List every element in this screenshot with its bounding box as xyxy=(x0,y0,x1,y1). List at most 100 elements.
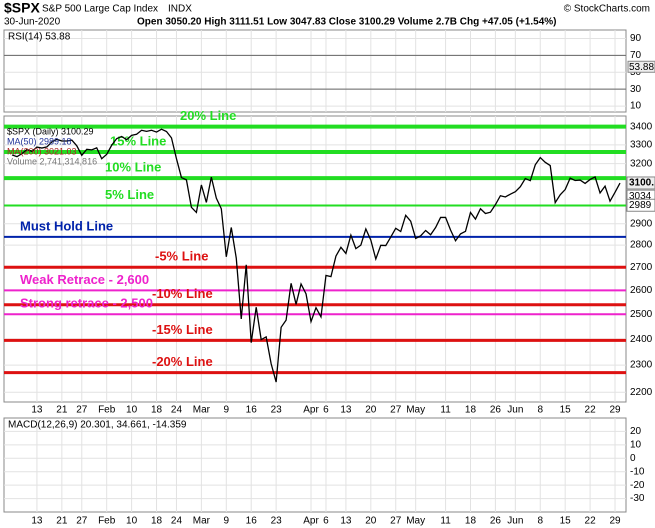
y-tick-label: 3400 xyxy=(630,121,653,132)
x-tick-label: 27 xyxy=(390,405,402,416)
x-tick-label: Feb xyxy=(98,516,116,527)
x-tick-label: 13 xyxy=(31,516,43,527)
x-tick-label: 11 xyxy=(440,405,451,416)
x-tick-label: 10 xyxy=(126,405,138,416)
legend-entry: MA(50) 2989.18 xyxy=(7,136,72,146)
x-tick-label: 16 xyxy=(246,405,258,416)
x-tick-label: 21 xyxy=(56,516,68,527)
level-label: -20% Line xyxy=(152,354,213,369)
x-tick-label: 18 xyxy=(151,516,163,527)
x-tick-label: 21 xyxy=(56,405,68,416)
x-tick-label: 11 xyxy=(440,516,451,527)
y-tick-label: 2200 xyxy=(630,387,653,398)
panel-frame xyxy=(3,115,627,403)
x-tick-label: 13 xyxy=(31,405,43,416)
level-label: 5% Line xyxy=(105,187,154,202)
x-tick-label: May xyxy=(406,516,425,527)
panel-frame xyxy=(3,29,627,113)
y-tick-label: -20 xyxy=(630,480,645,491)
y-tick-label: 3300 xyxy=(630,140,653,151)
x-tick-label: 8 xyxy=(537,405,543,416)
y-tick-label: 20 xyxy=(630,426,642,437)
y-tick-label: 10 xyxy=(630,439,642,450)
y-tick-label: 2900 xyxy=(630,218,653,229)
price-tag: 3100. xyxy=(629,178,654,189)
level-label: -15% Line xyxy=(152,322,213,337)
x-tick-label: 26 xyxy=(490,405,502,416)
x-tick-label: 29 xyxy=(609,405,621,416)
y-tick-label: 3200 xyxy=(630,158,653,169)
price-tag-bg xyxy=(626,176,655,190)
legend-entry: Volume 2,741,314,816 xyxy=(7,156,97,166)
x-tick-label: 24 xyxy=(171,405,183,416)
x-tick-label: 23 xyxy=(271,516,283,527)
y-tick-label: 2400 xyxy=(630,334,653,345)
level-label: 15% Line xyxy=(110,133,166,148)
x-tick-label: 24 xyxy=(171,516,183,527)
symbol: $SPX xyxy=(4,0,40,16)
x-tick-label: 6 xyxy=(323,405,329,416)
x-tick-label: Jun xyxy=(507,516,523,527)
x-tick-label: 13 xyxy=(340,516,352,527)
x-tick-label: 18 xyxy=(465,516,477,527)
x-tick-label: 13 xyxy=(340,405,352,416)
x-tick-label: Apr xyxy=(303,516,319,527)
x-tick-label: Mar xyxy=(193,516,211,527)
x-tick-label: 27 xyxy=(390,516,402,527)
level-label: -10% Line xyxy=(152,286,213,301)
level-label: 20% Line xyxy=(180,108,236,123)
level-label: -5% Line xyxy=(155,249,208,264)
price-tag-bg xyxy=(626,198,655,212)
x-tick-label: 26 xyxy=(490,516,502,527)
rsi-tag: 53.88 xyxy=(629,62,654,73)
x-tick-label: 10 xyxy=(126,516,138,527)
exchange: INDX xyxy=(168,4,192,15)
y-tick-label: -10 xyxy=(630,466,645,477)
y-tick-label: 2700 xyxy=(630,262,653,273)
level-label: Weak Retrace - 2,600 xyxy=(20,272,149,287)
date: 30-Jun-2020 xyxy=(4,17,61,28)
x-tick-label: 23 xyxy=(271,405,283,416)
y-tick-label: 2500 xyxy=(630,309,653,320)
x-tick-label: 20 xyxy=(365,405,377,416)
price-line xyxy=(11,128,621,383)
x-tick-label: 16 xyxy=(246,516,258,527)
copyright: © StockCharts.com xyxy=(564,4,650,15)
x-tick-label: 6 xyxy=(323,516,329,527)
x-tick-label: May xyxy=(406,405,425,416)
panel-title: RSI(14) 53.88 xyxy=(8,32,71,43)
x-tick-label: 22 xyxy=(585,405,597,416)
y-tick-label: 2800 xyxy=(630,240,653,251)
y-tick-label: 2600 xyxy=(630,285,653,296)
level-label: Must Hold Line xyxy=(20,218,113,233)
x-tick-label: Apr xyxy=(303,405,319,416)
x-tick-label: 27 xyxy=(76,405,88,416)
legend-entry: $SPX (Daily) 3100.29 xyxy=(7,126,94,136)
price-tag: 2989 xyxy=(629,200,652,211)
quote: Open 3050.20 High 3111.51 Low 3047.83 Cl… xyxy=(137,17,556,28)
y-tick-label: 0 xyxy=(630,453,636,464)
level-label: 10% Line xyxy=(105,160,161,175)
panel-frame xyxy=(3,417,627,513)
x-tick-label: 9 xyxy=(224,516,230,527)
x-tick-label: 22 xyxy=(585,516,597,527)
y-tick-label: 10 xyxy=(630,101,642,112)
index-name: S&P 500 Large Cap Index xyxy=(42,4,158,15)
x-tick-label: 9 xyxy=(224,405,230,416)
legend-entry: MA(200) 3021.03 xyxy=(7,146,77,156)
panel-title: MACD(12,26,9) 20.301, 34.661, -14.359 xyxy=(8,420,187,431)
x-tick-label: 27 xyxy=(76,516,88,527)
x-tick-label: Mar xyxy=(193,405,211,416)
rsi-tag-bg xyxy=(627,60,655,73)
x-tick-label: 20 xyxy=(365,516,377,527)
y-tick-label: 90 xyxy=(630,33,642,44)
level-label: Strong retrace - 2,500 xyxy=(20,296,153,311)
x-tick-label: 18 xyxy=(151,405,163,416)
x-tick-label: Feb xyxy=(98,405,116,416)
y-tick-label: 70 xyxy=(630,50,642,61)
x-tick-label: 29 xyxy=(609,516,621,527)
x-tick-label: 8 xyxy=(537,516,543,527)
x-tick-label: 15 xyxy=(560,405,572,416)
y-tick-label: 2300 xyxy=(630,360,653,371)
